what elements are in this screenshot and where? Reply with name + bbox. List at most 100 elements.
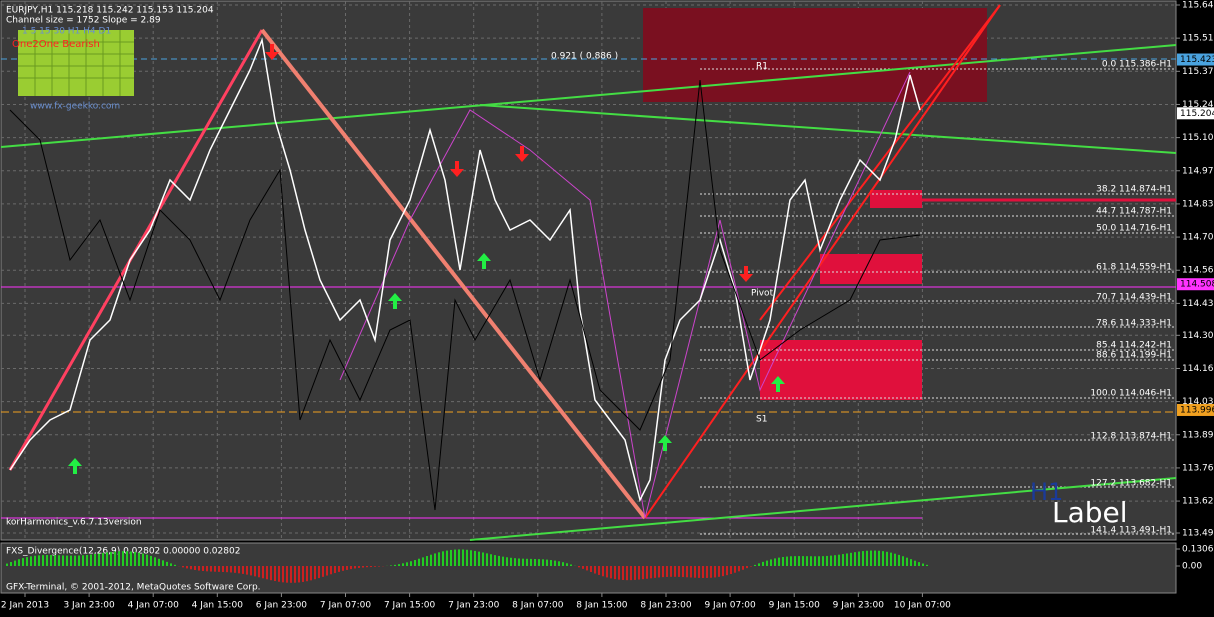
price-tick-label: 114.165 [1182,364,1214,374]
price-tick-label: 115.510 [1182,34,1214,44]
histogram-bar [370,566,372,567]
histogram-bar [746,566,748,568]
fib-label: 61.8 114.559-H1 [1096,263,1172,273]
histogram-bar [86,555,88,566]
histogram-bar [642,566,644,579]
histogram-bar [478,552,480,566]
histogram-bar [498,556,500,566]
price-tick-label: 114.430 [1182,299,1214,309]
ratio: 0.921 ( 0.886 ) [551,52,618,62]
histogram-bar [894,554,896,566]
time-label: 2 Jan 2013 [1,601,49,611]
histogram-bar [402,563,404,566]
price-tick-label: 115.375 [1182,67,1214,77]
histogram-bar [206,566,208,571]
histogram-bar [158,559,160,566]
histogram-bar [694,566,696,578]
histogram-bar [610,566,612,578]
histogram-bar [474,551,476,566]
histogram-bar [878,551,880,566]
histogram-bar [886,552,888,566]
histogram-bar [518,558,520,566]
histogram-bar [742,566,744,570]
histogram-bar [766,561,768,566]
fib-label: 85.4 114.242-H1 [1096,341,1172,351]
histogram-bar [62,555,64,566]
histogram-bar [730,566,732,574]
histogram-bar [66,556,68,566]
histogram-bar [646,566,648,579]
histogram-bar [202,566,204,571]
r1-label: R1 [756,62,768,72]
histogram-bar [42,555,44,566]
histogram-bar [90,555,92,566]
histogram-bar [806,556,808,566]
histogram-bar [502,557,504,566]
histogram-bar [266,566,268,579]
histogram-bar [898,555,900,566]
histogram-bar [486,553,488,566]
histogram-bar [834,555,836,566]
histogram-bar [866,551,868,566]
histogram-bar [714,566,716,577]
big-label: Label [1052,496,1128,529]
histogram-bar [822,556,824,566]
oscillator-tick-label: 0.13066 [1182,545,1214,555]
histogram-bar [526,559,528,566]
histogram-bar [686,566,688,577]
histogram-bar [350,566,352,569]
histogram-bar [82,555,84,566]
histogram-bar [26,557,28,566]
histogram-bar [390,565,392,566]
histogram-bar [638,566,640,580]
histogram-bar [922,564,924,566]
histogram-bar [794,556,796,566]
histogram-bar [734,566,736,573]
histogram-bar [58,555,60,566]
histogram-bar [10,562,12,566]
histogram-bar [174,565,176,566]
histogram-bar [654,566,656,578]
histogram-bar [78,555,80,566]
histogram-bar [338,566,340,572]
histogram-bar [262,566,264,578]
price-tick-label: 115.645 [1182,1,1214,11]
s1-label: S1 [756,415,767,425]
histogram-bar [318,566,320,578]
histogram-bar [706,566,708,578]
histogram-bar [874,551,876,566]
histogram-bar [594,566,596,574]
histogram-bar [854,552,856,566]
histogram-bar [698,566,700,578]
histogram-bar [186,566,188,568]
histogram-bar [166,562,168,566]
histogram-bar [314,566,316,579]
time-label: 7 Jan 15:00 [384,601,436,611]
histogram-bar [818,556,820,566]
histogram-bar [130,551,132,566]
histogram-bar [310,566,312,580]
channel-info: Channel size = 1752 Slope = 2.89 [6,16,161,26]
histogram-bar [590,566,592,572]
histogram-bar [122,551,124,566]
histogram-bar [70,556,72,566]
histogram-bar [54,555,56,566]
histogram-bar [434,553,436,566]
histogram-bar [358,566,360,568]
histogram-bar [838,555,840,566]
time-label: 8 Jan 07:00 [512,601,564,611]
histogram-bar [890,553,892,566]
histogram-bar [218,566,220,572]
price-tick-label: 113.495 [1182,529,1214,539]
price-tick-label: 114.700 [1182,233,1214,243]
histogram-bar [150,556,152,566]
histogram-bar [394,565,396,566]
histogram-bar [258,566,260,577]
histogram-bar [726,566,728,575]
histogram-bar [334,566,336,573]
histogram-bar [522,559,524,566]
histogram-bar [718,566,720,577]
histogram-bar [458,549,460,566]
histogram-bar [138,553,140,566]
